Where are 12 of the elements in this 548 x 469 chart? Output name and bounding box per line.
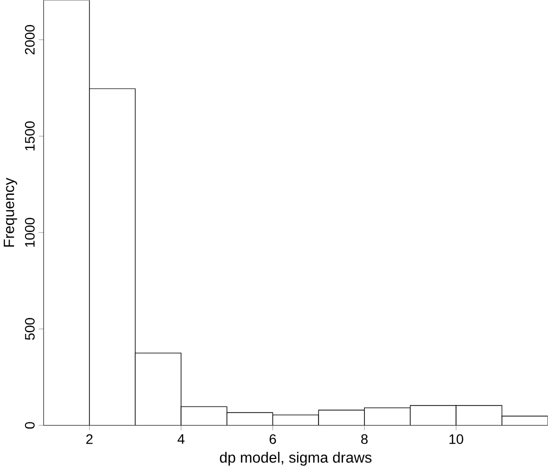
y-axis-title: Frequency (4, 177, 18, 246)
x-tick-label: 6 (270, 434, 276, 444)
y-tick-label: 500 (24, 318, 35, 340)
x-tick-label: 10 (450, 434, 464, 444)
x-tick-label: 8 (361, 434, 368, 444)
y-tick-label: 2000 (24, 24, 35, 54)
x-axis-title: dp model, sigma draws (220, 452, 372, 466)
y-tick-label: 1000 (24, 218, 35, 247)
y-tick-label: 0 (24, 422, 35, 428)
y-tick-label: 1500 (24, 121, 35, 150)
x-tick-label: 4 (178, 434, 184, 444)
x-tick-label: 2 (86, 434, 93, 444)
